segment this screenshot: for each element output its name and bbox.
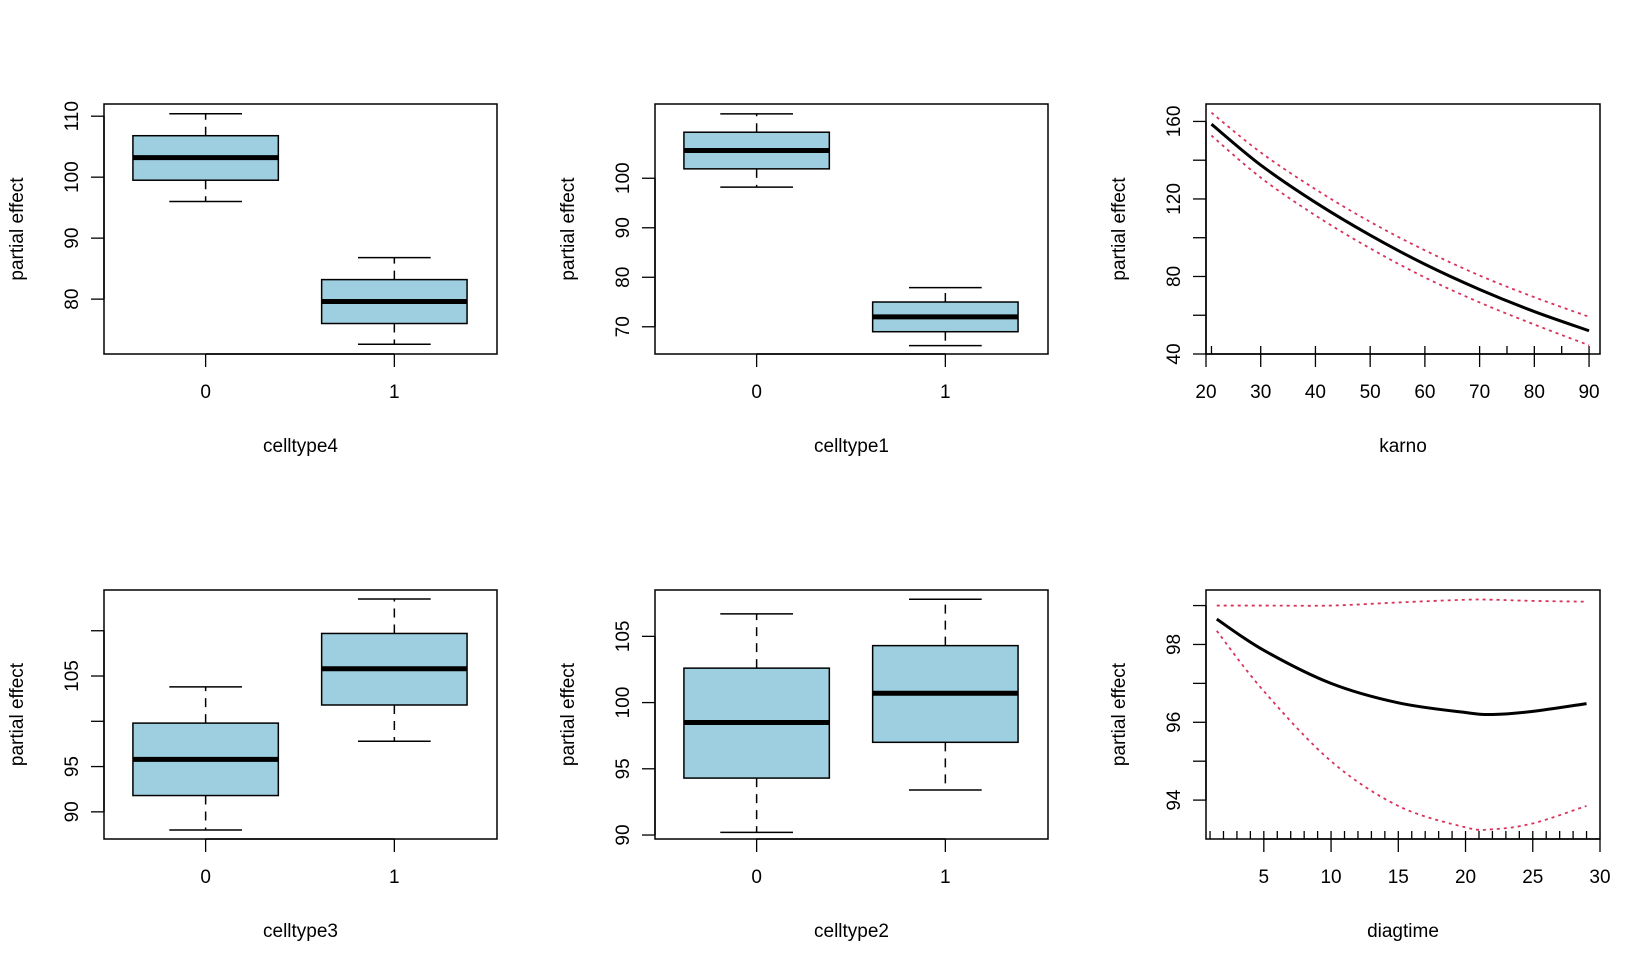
- y-tick-label: 90: [613, 217, 634, 238]
- panel-karno: 40 80 120 160 partial effect karno 20 30 40 50 60 7…: [1109, 103, 1601, 457]
- x-tick-label: 25: [1522, 867, 1543, 888]
- x-tick-label: 1: [389, 867, 400, 888]
- x-tick-label: 5: [1259, 867, 1270, 888]
- confidence-band-line: [1216, 630, 1587, 831]
- box-1: [320, 256, 468, 345]
- y-tick-label: 100: [613, 162, 634, 194]
- y-tick-label: 80: [1164, 266, 1185, 287]
- box-1: [871, 598, 1019, 791]
- y-tick-label: 98: [1164, 634, 1185, 655]
- y-axis-title: partial effect: [1109, 177, 1130, 281]
- fit-line: [1215, 617, 1587, 717]
- fit-line: [1210, 123, 1590, 333]
- box-0: [683, 113, 831, 188]
- confidence-band-line: [1210, 134, 1590, 347]
- y-axis-title: partial effect: [1109, 662, 1130, 766]
- x-tick-label: 20: [1195, 382, 1216, 403]
- x-tick-label: 0: [751, 382, 762, 403]
- x-tick-label: 0: [751, 867, 762, 888]
- x-axis-title: celltype4: [263, 436, 338, 457]
- x-tick-label: 1: [940, 382, 951, 403]
- panel-celltype2: 90 95 100 105 partial effect celltype2 0 1: [558, 589, 1049, 942]
- box-0: [683, 613, 831, 834]
- confidence-band-line: [1216, 598, 1587, 607]
- y-tick-label: 94: [1164, 789, 1185, 811]
- y-axis-title: partial effect: [7, 662, 28, 766]
- y-axis-title: partial effect: [7, 177, 28, 281]
- plot-frame: [1205, 103, 1601, 355]
- y-tick-label: 100: [62, 161, 83, 193]
- box-1: [871, 286, 1019, 347]
- y-tick-label: 95: [613, 758, 634, 779]
- x-tick-label: 20: [1455, 867, 1476, 888]
- x-tick-label: 60: [1414, 382, 1435, 403]
- y-tick-label: 90: [62, 228, 83, 249]
- x-tick-label: 40: [1305, 382, 1326, 403]
- x-tick-label: 30: [1589, 867, 1610, 888]
- y-tick-label: 105: [62, 660, 83, 692]
- x-tick-label: 1: [389, 382, 400, 403]
- y-tick-label: 105: [613, 621, 634, 653]
- x-axis-title: celltype2: [814, 921, 889, 942]
- x-tick-label: 30: [1250, 382, 1271, 403]
- x-tick-label: 70: [1469, 382, 1490, 403]
- box-0: [132, 686, 280, 831]
- y-tick-label: 100: [613, 687, 634, 719]
- y-axis-title: partial effect: [558, 662, 579, 766]
- plot-frame: [103, 589, 498, 840]
- y-axis-title: partial effect: [558, 177, 579, 281]
- x-axis-title: diagtime: [1367, 921, 1439, 942]
- confidence-band-line: [1210, 112, 1590, 318]
- panel-celltype4: 80 90 100 110 partial effect celltype4 0 1: [7, 101, 498, 457]
- y-tick-label: 95: [62, 756, 83, 777]
- x-tick-label: 90: [1578, 382, 1599, 403]
- x-axis-title: celltype1: [814, 436, 889, 457]
- plot-frame: [1205, 589, 1601, 840]
- y-tick-label: 90: [62, 801, 83, 822]
- y-tick-label: 110: [62, 101, 83, 131]
- y-tick-label: 96: [1164, 712, 1185, 733]
- box-1: [320, 598, 468, 742]
- y-tick-label: 70: [613, 316, 634, 337]
- x-tick-label: 0: [200, 867, 211, 888]
- panel-diagtime: 94 96 98 partial effect diagtime 5 10 15 20 25 30: [1109, 589, 1611, 942]
- x-axis-title: celltype3: [263, 921, 338, 942]
- y-tick-label: 80: [613, 267, 634, 288]
- y-tick-label: 120: [1164, 183, 1185, 215]
- x-tick-label: 0: [200, 382, 211, 403]
- x-tick-label: 10: [1320, 867, 1341, 888]
- box-0: [132, 113, 280, 203]
- y-tick-label: 80: [62, 289, 83, 310]
- y-tick-label: 40: [1164, 343, 1185, 364]
- y-tick-label: 90: [613, 824, 634, 845]
- x-tick-label: 50: [1360, 382, 1381, 403]
- y-tick-label: 160: [1164, 106, 1185, 138]
- panel-celltype1: 70 80 90 100 partial effect celltype1 0 1: [558, 103, 1049, 457]
- panel-celltype3: 90 95 105 partial effect celltype3 0 1: [7, 589, 498, 942]
- x-tick-label: 1: [940, 867, 951, 888]
- x-axis-title: karno: [1379, 436, 1427, 457]
- x-tick-label: 15: [1388, 867, 1409, 888]
- x-tick-label: 80: [1524, 382, 1545, 403]
